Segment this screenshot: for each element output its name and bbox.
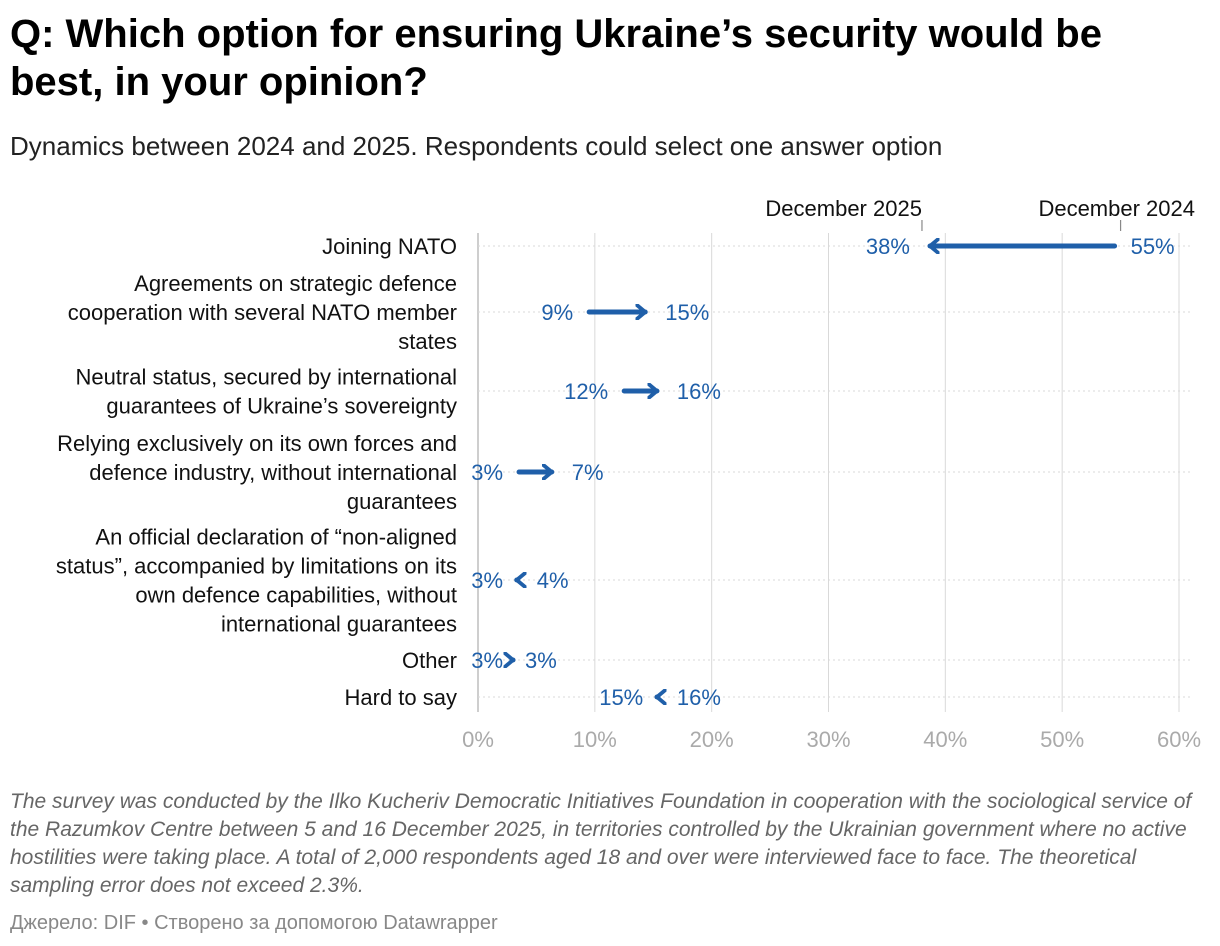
source-credit: Джерело: DIF • Створено за допомогою Dat… bbox=[10, 912, 498, 934]
value-label-2025: 16% bbox=[677, 379, 721, 404]
row-label: international guarantees bbox=[221, 612, 457, 637]
row-label: own defence capabilities, without bbox=[135, 583, 457, 608]
x-tick-label: 50% bbox=[1040, 727, 1084, 752]
row-label: status”, accompanied by limitations on i… bbox=[56, 554, 457, 579]
value-label-2024: 3% bbox=[471, 568, 503, 593]
value-label-2025: 15% bbox=[665, 300, 709, 325]
value-label-2024: 55% bbox=[1131, 234, 1175, 259]
x-tick-label: 20% bbox=[690, 727, 734, 752]
chart-row: Other 3% 3% bbox=[402, 648, 1190, 673]
row-label: An official declaration of “non-aligned bbox=[95, 525, 457, 550]
x-tick-label: 10% bbox=[573, 727, 617, 752]
x-tick-label: 0% bbox=[462, 727, 494, 752]
chart-row: Relying exclusively on its own forces an… bbox=[57, 431, 1190, 514]
x-tick-label: 40% bbox=[923, 727, 967, 752]
value-label-2024: 15% bbox=[599, 685, 643, 710]
survey-notes: The survey was conducted by the Ilko Kuc… bbox=[10, 790, 1192, 897]
chart-row: Hard to say 15% 16% bbox=[345, 685, 1190, 710]
row-label: Agreements on strategic defence bbox=[134, 271, 457, 296]
chart-subtitle: Dynamics between 2024 and 2025. Responde… bbox=[10, 131, 943, 161]
chart-row: Agreements on strategic defence cooperati… bbox=[68, 271, 1190, 354]
x-tick-label: 60% bbox=[1157, 727, 1201, 752]
chart-row: An official declaration of “non-aligned s… bbox=[56, 525, 1190, 637]
series-legend: December 2025 December 2024 bbox=[765, 196, 1195, 231]
row-label: guarantees bbox=[347, 489, 457, 514]
row-label: Joining NATO bbox=[322, 234, 457, 259]
value-label-2024: 3% bbox=[471, 648, 503, 673]
arrow-chart: Joining NATO 55% 38% Agreements on strategi… bbox=[56, 196, 1201, 752]
row-label: guarantees of Ukraine’s sovereignty bbox=[106, 394, 457, 419]
value-label-2024: 12% bbox=[564, 379, 608, 404]
legend-label-2024: December 2024 bbox=[1038, 196, 1195, 221]
chart-rows: Joining NATO 55% 38% Agreements on strategi… bbox=[56, 234, 1190, 710]
x-axis: 0% 10% 20% 30% 40% 50% 60% bbox=[462, 727, 1201, 752]
chart-title: Q: Which option for ensuring Ukraine’s s… bbox=[10, 12, 1102, 104]
value-label-2025: 3% bbox=[525, 648, 557, 673]
row-label: cooperation with several NATO member bbox=[68, 300, 457, 325]
row-label: states bbox=[398, 329, 457, 354]
chart-row: Joining NATO 55% 38% bbox=[322, 234, 1190, 259]
legend-label-2025: December 2025 bbox=[765, 196, 922, 221]
value-label-2025: 16% bbox=[677, 685, 721, 710]
row-label: defence industry, without international bbox=[89, 460, 457, 485]
value-label-2024: 9% bbox=[541, 300, 573, 325]
row-label: Neutral status, secured by international bbox=[75, 365, 457, 390]
row-label: Hard to say bbox=[345, 685, 458, 710]
value-label-2025: 7% bbox=[572, 460, 604, 485]
row-label: Relying exclusively on its own forces an… bbox=[57, 431, 457, 456]
chart-row: Neutral status, secured by international… bbox=[75, 365, 1190, 419]
value-label-2025: 38% bbox=[866, 234, 910, 259]
value-label-2025: 4% bbox=[537, 568, 569, 593]
value-label-2024: 3% bbox=[471, 460, 503, 485]
x-tick-label: 30% bbox=[806, 727, 850, 752]
row-label: Other bbox=[402, 648, 457, 673]
